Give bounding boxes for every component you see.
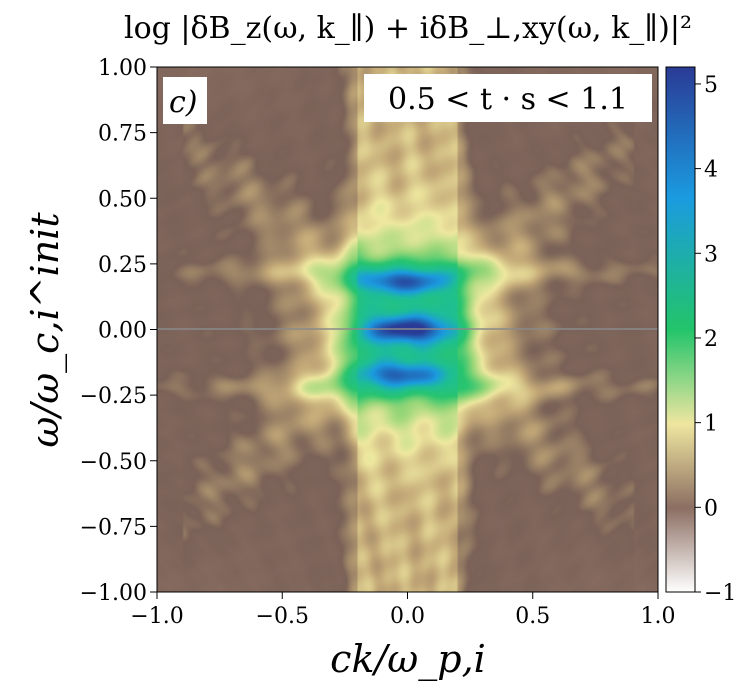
colorbar-tick-label: 3 (704, 242, 718, 267)
colorbar: 5 4 3 2 1 0 −1 (665, 66, 736, 606)
y-tick-label: 0.25 (98, 253, 147, 278)
colorbar-tick-label: 4 (704, 158, 718, 183)
y-tick-label: −1.00 (80, 581, 147, 606)
y-tick-label: 0.00 (98, 319, 147, 344)
y-tick-label: −0.50 (80, 450, 147, 475)
time-range-annotation: 0.5 < t · s < 1.1 (388, 82, 628, 117)
y-axis-label: ω/ω_c,i^init (23, 212, 68, 448)
colorbar-tick-label: 1 (704, 412, 718, 437)
y-tick-label: −0.25 (80, 384, 147, 409)
time-range-annotation-box: 0.5 < t · s < 1.1 (364, 74, 652, 122)
chart-title: log |δB_z(ω, k_∥) + iδB_⊥,xy(ω, k_∥)|² (124, 11, 692, 46)
y-axis-ticks: 1.00 0.75 0.50 0.25 0.00 −0.25 −0.50 −0.75 −1.00 (80, 56, 157, 606)
y-tick-label: 0.75 (98, 122, 147, 147)
x-axis-ticks: −1.0 −0.5 0.0 0.5 1.0 (130, 592, 676, 629)
y-tick-label: 0.50 (98, 187, 147, 212)
panel-label: c) (169, 85, 198, 120)
x-tick-label: −1.0 (130, 604, 183, 629)
colorbar-tick-label: −1 (704, 581, 736, 606)
x-axis-label: ck/ω_p,i (330, 637, 486, 682)
x-tick-label: −0.5 (256, 604, 309, 629)
x-tick-label: 0.5 (515, 604, 550, 629)
colorbar-gradient (665, 66, 696, 593)
panel-label-box: c) (163, 77, 207, 124)
colorbar-tick-label: 0 (704, 496, 718, 521)
colorbar-tick-label: 2 (704, 327, 718, 352)
y-tick-label: −0.75 (80, 515, 147, 540)
colorbar-ticks: 5 4 3 2 1 0 −1 (695, 73, 736, 606)
x-tick-label: 1.0 (641, 604, 676, 629)
colorbar-tick-label: 5 (704, 73, 718, 98)
y-tick-label: 1.00 (98, 56, 147, 81)
heatmap-plot (156, 66, 659, 593)
x-tick-label: 0.0 (390, 604, 425, 629)
